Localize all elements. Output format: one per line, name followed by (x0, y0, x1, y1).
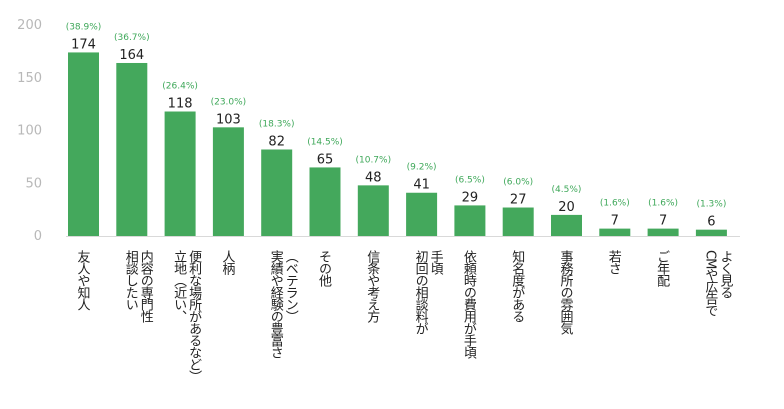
category-label: 便利な場所があるなど） (186, 250, 202, 382)
bar-percent-label: (18.3%) (259, 119, 295, 129)
bar (164, 111, 196, 236)
bar-value-label: 6 (707, 215, 715, 230)
bar-value-label: 174 (71, 37, 96, 52)
category-label: 依頼時の費用が手頃 (461, 250, 477, 359)
bar-value-label: 118 (168, 97, 193, 112)
category-label: 実績や経験の豊富さ (268, 249, 284, 359)
category-label: よく見る (717, 250, 733, 298)
bar (551, 214, 582, 236)
bar-percent-label: (36.7%) (114, 33, 150, 43)
bar-percent-label: (26.4%) (162, 82, 198, 92)
category-label: 事務所の雰囲気 (558, 250, 574, 336)
y-tick-label: 50 (25, 176, 42, 191)
bar-percent-label: (1.6%) (648, 199, 678, 209)
bar (406, 192, 438, 236)
bar-value-label: 164 (119, 48, 144, 63)
category-label: 友人や知人 (75, 249, 91, 310)
bar-value-label: 103 (216, 112, 241, 127)
bar (695, 229, 727, 236)
bar (309, 167, 341, 236)
bar-value-label: 82 (268, 134, 285, 149)
category-label: （ベテラン） (283, 250, 299, 322)
bar-value-label: 48 (365, 170, 382, 185)
bar-percent-label: (6.5%) (455, 175, 485, 185)
bar-value-label: 7 (659, 214, 667, 229)
category-label: CMや広告で (702, 250, 718, 318)
category-label: 人柄 (219, 250, 235, 275)
category-label: 手頃 (428, 250, 444, 275)
bar (599, 228, 631, 236)
bar-value-label: 20 (558, 200, 575, 215)
bar-percent-label: (1.6%) (600, 199, 630, 209)
bar-percent-label: (10.7%) (355, 155, 391, 165)
bar-percent-label: (1.3%) (696, 200, 726, 210)
category-label: 立地（近い、 (171, 250, 187, 322)
bar (116, 62, 148, 237)
bar-value-label: 41 (413, 178, 430, 193)
bar-percent-label: (6.0%) (503, 178, 533, 188)
bar-percent-label: (23.0%) (211, 97, 247, 107)
bar-value-label: 27 (510, 193, 527, 208)
y-tick-label: 150 (17, 71, 42, 86)
category-label: ご年配 (654, 250, 670, 287)
bar-percent-label: (4.5%) (552, 185, 582, 195)
bar (68, 52, 99, 237)
bar-percent-label: (9.2%) (407, 163, 437, 173)
category-label: 初回の相談料が (413, 250, 429, 335)
category-label: その他 (316, 250, 332, 288)
category-label: 若さ (606, 249, 622, 275)
category-label: 相談したい (123, 250, 139, 310)
bar (454, 205, 486, 236)
bar (212, 127, 244, 236)
y-tick-label: 200 (17, 18, 42, 33)
category-label: 知名度がある (509, 249, 525, 322)
category-label: 信条や考え方 (364, 250, 380, 324)
bar (647, 228, 679, 236)
bar-percent-label: (14.5%) (307, 137, 343, 147)
bar-value-label: 65 (317, 152, 334, 167)
bar-value-label: 7 (611, 214, 619, 229)
bar-percent-label: (38.9%) (66, 22, 102, 32)
bar (261, 149, 293, 236)
bar-value-label: 29 (462, 190, 479, 205)
y-tick-label: 0 (34, 229, 42, 244)
category-label: 内容の専門性 (138, 249, 154, 323)
bar (357, 185, 389, 236)
bar (502, 207, 534, 236)
y-tick-label: 100 (17, 124, 42, 139)
